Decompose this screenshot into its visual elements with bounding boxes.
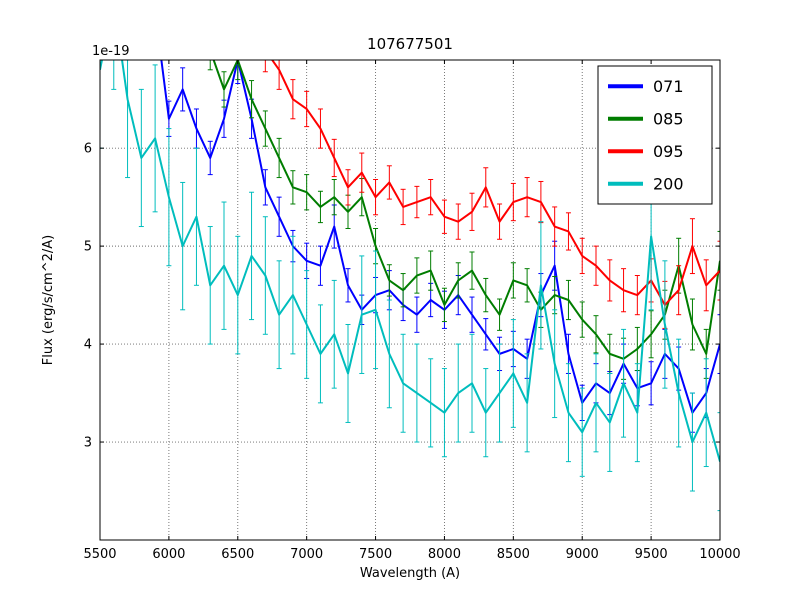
y-tick-label: 3: [84, 436, 92, 451]
series-line-200: [100, 60, 720, 462]
chart-title: 107677501: [367, 35, 453, 53]
legend: 071 085 095 200: [597, 65, 713, 205]
y-tick-label: 6: [84, 142, 92, 157]
x-tick-label: 8500: [497, 547, 530, 562]
series-095: [262, 60, 720, 329]
plot-frame: [99, 59, 721, 541]
x-tick-label: 7500: [359, 547, 392, 562]
legend-label-200: 200: [653, 174, 684, 193]
series-line-085: [212, 60, 720, 360]
x-tick-label: 7000: [290, 547, 323, 562]
x-axis-label: Wavelength (A): [360, 566, 460, 581]
legend-box: [597, 65, 713, 205]
y-axis-offset-text: 1e-19: [92, 44, 130, 59]
legend-label-095: 095: [653, 142, 684, 161]
y-axis-label: Flux (erg/s/cm^2/A): [41, 235, 56, 365]
x-tick-label: 6000: [152, 547, 185, 562]
x-tick-label: 10000: [699, 547, 740, 562]
series-line-071: [160, 60, 720, 414]
x-tick-label: 5500: [83, 547, 116, 562]
series-085: [207, 60, 720, 380]
axes-layer: 5500 6000 6500 7000 7500 8000 8500 9000 9500 1000…: [83, 59, 741, 562]
y-tick-label: 5: [84, 240, 92, 255]
x-tick-label: 9000: [566, 547, 599, 562]
legend-label-071: 071: [653, 77, 684, 96]
x-tick-label: 9500: [635, 547, 668, 562]
legend-label-085: 085: [653, 109, 684, 128]
x-tick-label: 6500: [221, 547, 254, 562]
series-line-095: [270, 60, 720, 306]
y-tick-label: 4: [84, 338, 92, 353]
x-tick-label: 8000: [428, 547, 461, 562]
